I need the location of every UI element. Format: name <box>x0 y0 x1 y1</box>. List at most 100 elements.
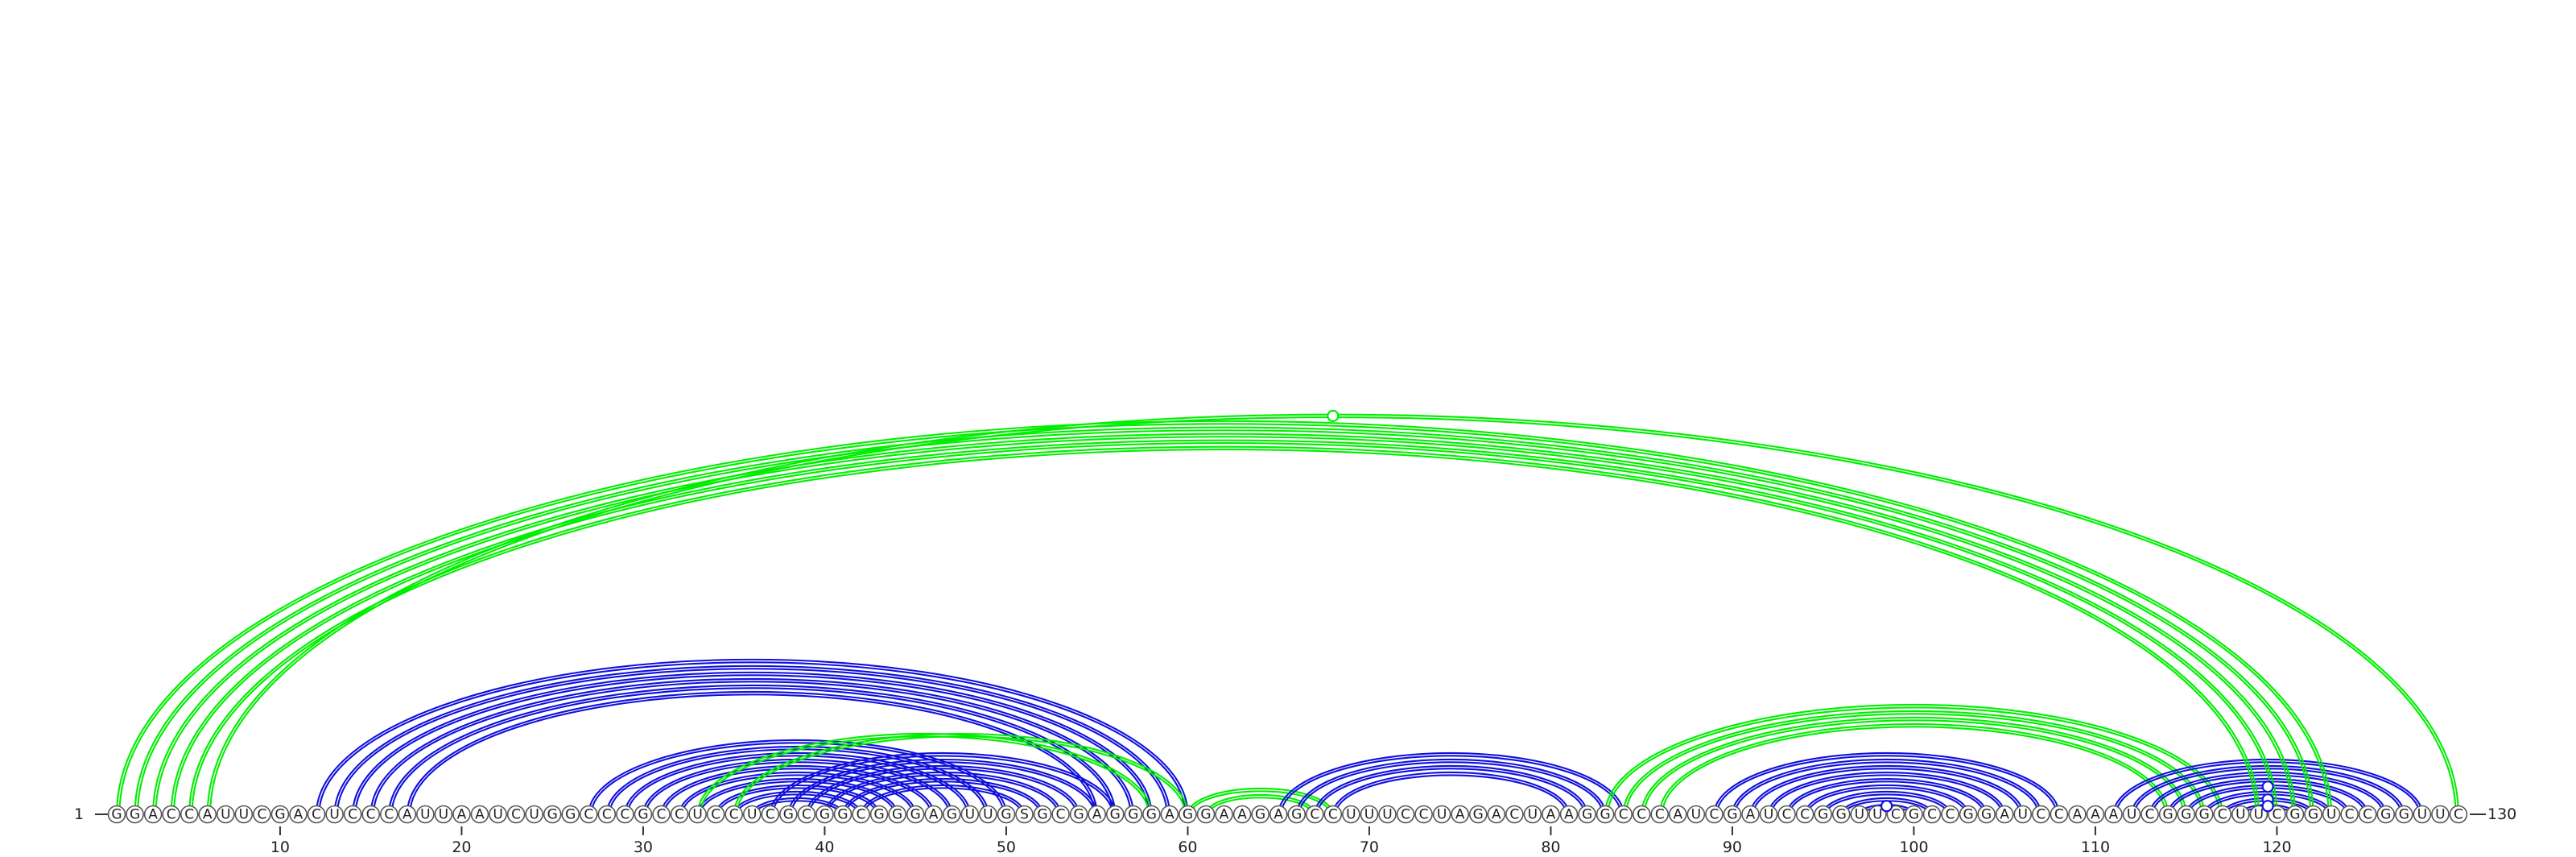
arc-marker <box>2261 800 2274 813</box>
nucleotide-letter: U <box>983 807 993 823</box>
nucleotide-letter: C <box>766 807 775 823</box>
nucleotide-letter: U <box>692 807 702 823</box>
nucleotide-letter: U <box>1437 807 1447 823</box>
nucleotide: G <box>1124 805 1143 824</box>
tick-label: 100 <box>1899 838 1928 856</box>
nucleotide-letter: U <box>2127 807 2136 823</box>
arc-stroke <box>1331 771 1571 815</box>
nucleotide-circle <box>289 805 308 824</box>
nucleotide: G <box>561 805 580 824</box>
nucleotide-letter: G <box>2289 807 2300 823</box>
nucleotide-circle <box>979 805 997 824</box>
nucleotide-letter: C <box>1782 807 1792 823</box>
nucleotide-letter: C <box>584 807 593 823</box>
nucleotide-circle <box>1941 805 1959 824</box>
nucleotide: U <box>434 805 453 824</box>
nucleotide: G <box>1069 805 1088 824</box>
nucleotide-letter: U <box>1691 807 1701 823</box>
nucleotide-letter: U <box>1528 807 1538 823</box>
nucleotide: A <box>1542 805 1560 824</box>
arc-stroke <box>862 787 1023 815</box>
arc-stroke <box>696 777 898 815</box>
base-pair-arc <box>860 784 1026 815</box>
nucleotide-circle <box>470 805 489 824</box>
arc-stroke <box>660 764 935 815</box>
nucleotide-circle <box>2249 805 2268 824</box>
nucleotide-letter: G <box>1582 807 1592 823</box>
arc-stroke <box>352 671 1153 815</box>
nucleotide-letter: G <box>1001 807 1011 823</box>
nucleotide-letter: A <box>1564 807 1574 823</box>
arc-stroke <box>1788 780 1985 815</box>
nucleotide-circle <box>815 805 834 824</box>
nucleotide-circle <box>1323 805 1343 824</box>
nucleotide: U <box>1686 805 1706 824</box>
axis-tick: 110 <box>2081 826 2110 856</box>
base-pair-arc <box>1641 716 2187 815</box>
nucleotide-circle <box>960 805 980 824</box>
nucleotide: C <box>2140 805 2159 824</box>
nucleotide-circle <box>1542 805 1560 824</box>
nucleotide-circle <box>1033 805 1052 824</box>
nucleotide-circle <box>1051 805 1070 824</box>
nucleotide-circle <box>216 805 235 824</box>
base-pair-arc <box>333 664 1170 815</box>
nucleotide: U <box>525 805 543 824</box>
nucleotide-circle <box>616 805 634 824</box>
nucleotide-letter: G <box>1255 807 1265 823</box>
nucleotide: G <box>1142 805 1161 824</box>
arc-stroke <box>1335 774 1567 815</box>
nucleotide: U <box>2122 805 2141 824</box>
base-pair-arc <box>1278 751 1624 815</box>
nucleotide-circle <box>1451 805 1469 824</box>
nucleotide-circle <box>1814 805 1832 824</box>
nucleotide-letter: G <box>1963 807 1974 823</box>
nucleotide: C <box>1051 805 1070 824</box>
nucleotide-letter: C <box>1637 807 1646 823</box>
nucleotide-circle <box>2395 805 2413 824</box>
nucleotide-letter: G <box>2308 807 2318 823</box>
nucleotide-circle <box>107 805 126 824</box>
nucleotide-circle <box>2068 805 2087 824</box>
arc-stroke <box>769 751 1117 815</box>
nucleotide-letter: G <box>1818 807 1828 823</box>
nucleotide: C <box>361 805 381 824</box>
nucleotide-circle <box>1088 805 1106 824</box>
nucleotide-circle <box>1922 805 1942 824</box>
arc-stroke <box>1806 787 1967 815</box>
nucleotide-circle <box>2032 805 2050 824</box>
tick-label: 60 <box>1178 838 1197 856</box>
nucleotide-circle <box>2050 805 2069 824</box>
nucleotide-circle <box>1414 805 1433 824</box>
nucleotide: G <box>1179 805 1197 824</box>
nucleotide: G <box>2194 805 2214 824</box>
nucleotide: U <box>216 805 235 824</box>
nucleotide: A <box>289 805 308 824</box>
arc-stroke <box>2115 761 2421 815</box>
nucleotide-circle <box>997 805 1016 824</box>
nucleotide-circle <box>2376 805 2396 824</box>
arc-stroke <box>1278 751 1624 815</box>
arc-stroke <box>1715 755 2058 815</box>
arc-stroke <box>681 774 914 815</box>
nucleotide-circle <box>2358 805 2377 824</box>
nucleotide: A <box>1487 805 1506 824</box>
nucleotide-letter: G <box>2181 807 2191 823</box>
nucleotide: C <box>2340 805 2359 824</box>
nucleotide-letter: C <box>167 807 176 823</box>
nucleotide-circle <box>198 805 217 824</box>
arc-stroke <box>736 735 1187 815</box>
nucleotide-letter: C <box>729 807 739 823</box>
nucleotide-letter: G <box>275 807 285 823</box>
nucleotide: U <box>960 805 980 824</box>
nucleotide-letter: U <box>2018 807 2028 823</box>
nucleotide-letter: U <box>1764 807 1773 823</box>
arc-stroke <box>1622 710 2206 815</box>
nucleotide: G <box>1831 805 1851 824</box>
nucleotide-letter: G <box>947 807 957 823</box>
nucleotide: G <box>2304 805 2322 824</box>
nucleotide-circle <box>1759 805 1778 824</box>
nucleotide: G <box>1578 805 1596 824</box>
nucleotide-circle <box>1959 805 1978 824</box>
